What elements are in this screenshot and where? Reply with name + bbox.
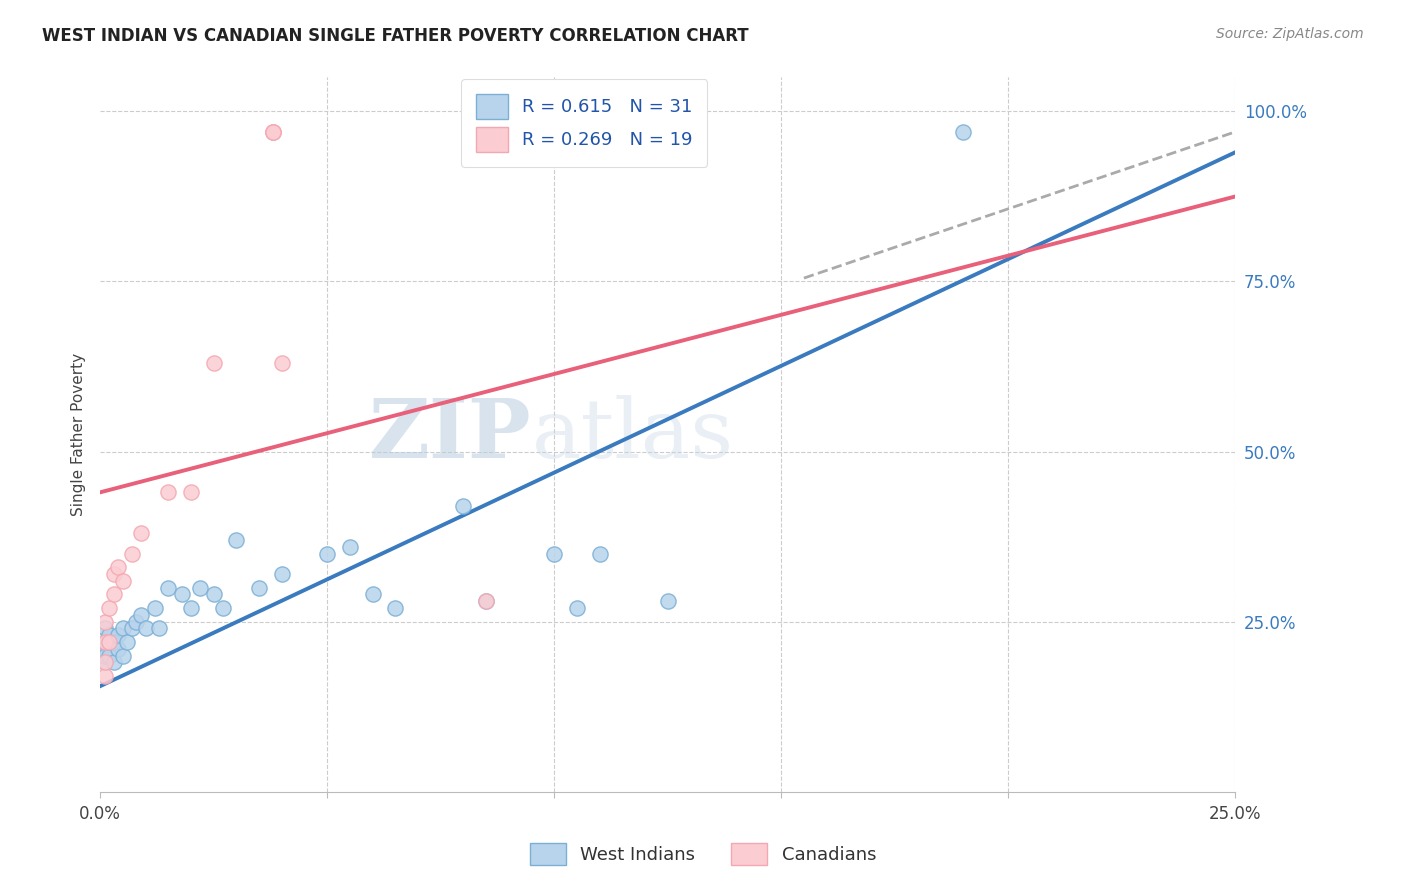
Point: [93, 615, 115, 629]
Point: [117, 635, 139, 649]
Point: [180, 601, 202, 615]
Point: [262, 125, 284, 139]
Point: [588, 547, 610, 561]
Point: [129, 526, 152, 541]
Point: [361, 587, 384, 601]
Point: [262, 125, 284, 139]
Point: [384, 601, 406, 615]
Text: Source: ZipAtlas.com: Source: ZipAtlas.com: [1216, 27, 1364, 41]
Point: [657, 594, 679, 608]
Point: [143, 601, 166, 615]
Point: [157, 581, 180, 595]
Point: [952, 125, 974, 139]
Point: [107, 641, 129, 656]
Point: [111, 621, 134, 635]
Point: [98, 648, 121, 663]
Point: [247, 581, 270, 595]
Point: [103, 656, 125, 670]
Point: [225, 533, 247, 547]
Point: [93, 621, 115, 635]
Point: [103, 566, 125, 581]
Text: WEST INDIAN VS CANADIAN SINGLE FATHER POVERTY CORRELATION CHART: WEST INDIAN VS CANADIAN SINGLE FATHER PO…: [42, 27, 749, 45]
Point: [98, 601, 121, 615]
Point: [202, 356, 225, 370]
Point: [93, 635, 115, 649]
Point: [98, 635, 121, 649]
Point: [148, 621, 170, 635]
Point: [93, 669, 115, 683]
Point: [188, 581, 211, 595]
Point: [565, 601, 588, 615]
Point: [157, 485, 180, 500]
Point: [129, 607, 152, 622]
Point: [170, 587, 193, 601]
Point: [270, 566, 292, 581]
Legend: R = 0.615   N = 31, R = 0.269   N = 19: R = 0.615 N = 31, R = 0.269 N = 19: [461, 79, 707, 167]
Point: [103, 635, 125, 649]
Point: [121, 621, 143, 635]
Point: [180, 485, 202, 500]
Point: [211, 601, 233, 615]
Point: [262, 125, 284, 139]
Point: [202, 587, 225, 601]
Point: [93, 641, 115, 656]
Point: [270, 356, 292, 370]
Legend: West Indians, Canadians: West Indians, Canadians: [520, 834, 886, 874]
Point: [111, 648, 134, 663]
Point: [107, 628, 129, 642]
Point: [103, 587, 125, 601]
Point: [453, 499, 475, 513]
Point: [107, 560, 129, 574]
Point: [98, 628, 121, 642]
Point: [93, 656, 115, 670]
Point: [475, 594, 498, 608]
Point: [93, 635, 115, 649]
Text: atlas: atlas: [531, 394, 734, 475]
Point: [93, 656, 115, 670]
Y-axis label: Single Father Poverty: Single Father Poverty: [72, 353, 86, 516]
Point: [475, 594, 498, 608]
Point: [316, 547, 339, 561]
Point: [121, 547, 143, 561]
Point: [111, 574, 134, 588]
Point: [125, 615, 148, 629]
Point: [135, 621, 157, 635]
Text: ZIP: ZIP: [368, 394, 531, 475]
Point: [339, 540, 361, 554]
Point: [543, 547, 565, 561]
Point: [98, 635, 121, 649]
Point: [93, 648, 115, 663]
